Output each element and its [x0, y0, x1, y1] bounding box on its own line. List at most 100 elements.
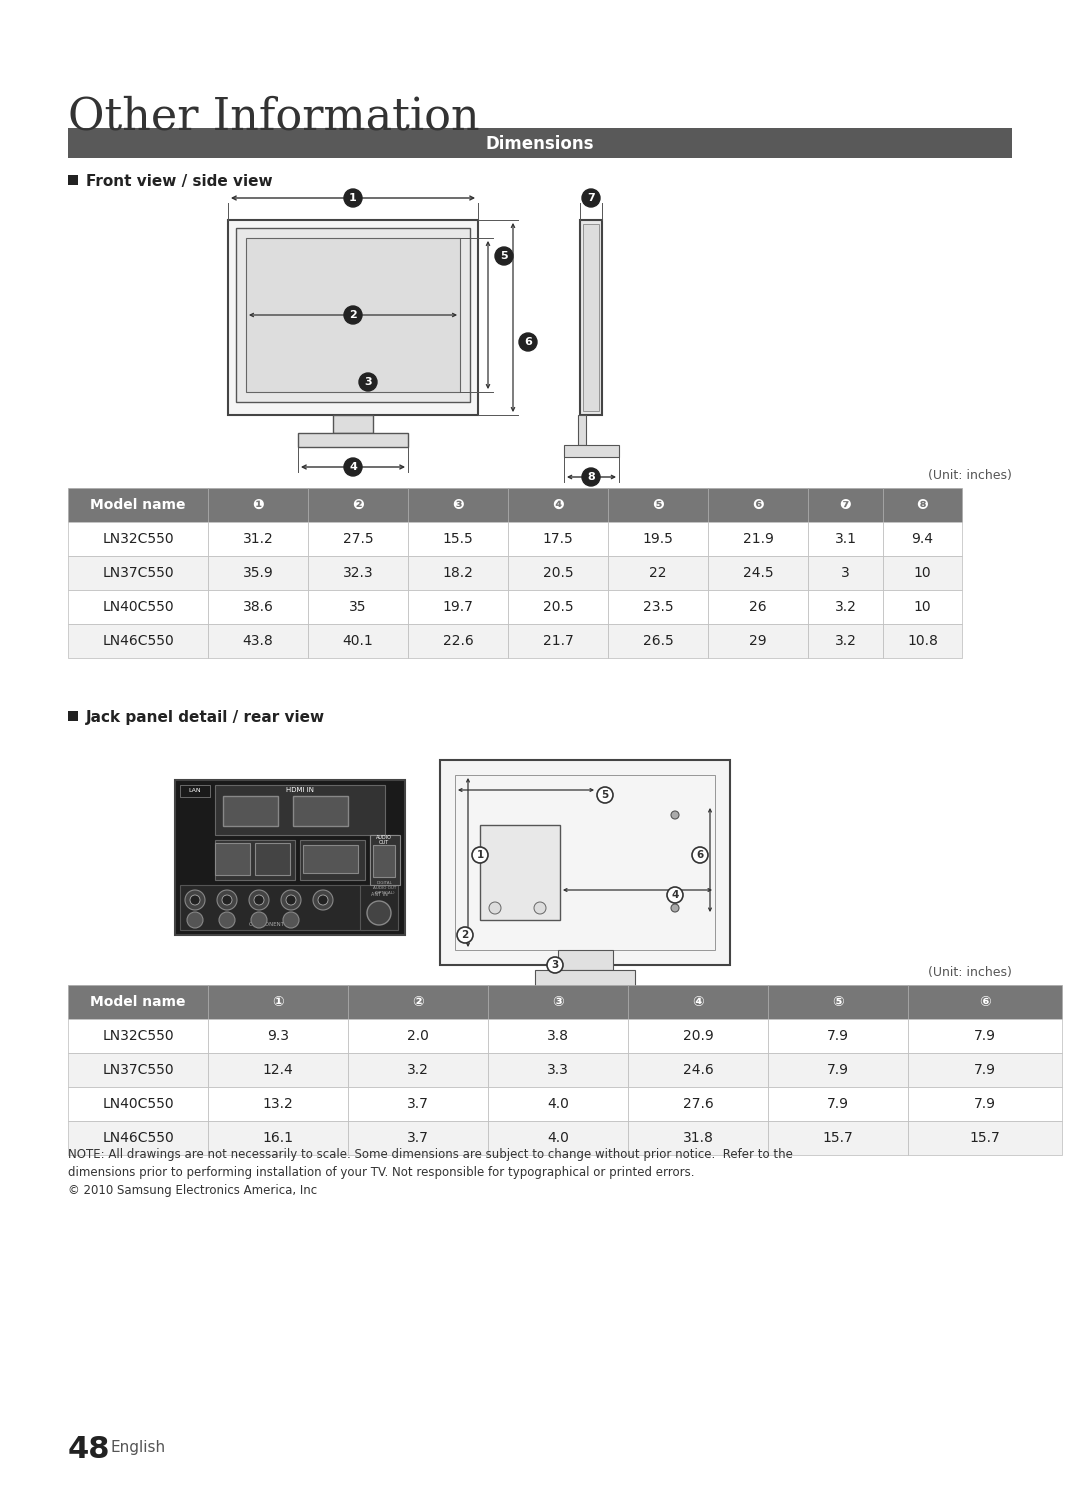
- Bar: [768, 985, 908, 1019]
- Text: 15.7: 15.7: [823, 1131, 853, 1144]
- Text: 3.2: 3.2: [835, 601, 856, 614]
- Text: NOTE: All drawings are not necessarily to scale. Some dimensions are subject to : NOTE: All drawings are not necessarily t…: [68, 1147, 793, 1161]
- Text: ④: ④: [692, 995, 704, 1008]
- Bar: [583, 224, 599, 411]
- Bar: [208, 1053, 348, 1088]
- Bar: [215, 840, 295, 880]
- Text: Model name: Model name: [91, 498, 186, 512]
- Text: 13.2: 13.2: [262, 1097, 294, 1112]
- Text: 7.9: 7.9: [827, 1097, 849, 1112]
- Text: 4.0: 4.0: [548, 1131, 569, 1144]
- Bar: [768, 1019, 908, 1053]
- Bar: [508, 590, 608, 624]
- Bar: [208, 556, 308, 590]
- Text: 3: 3: [552, 961, 558, 970]
- Text: ❹: ❹: [552, 498, 564, 512]
- Bar: [908, 1120, 1062, 1155]
- Text: 3: 3: [364, 376, 372, 387]
- Circle shape: [489, 902, 501, 914]
- Text: DIGITAL
AUDIO OUT
(OPTICAL): DIGITAL AUDIO OUT (OPTICAL): [374, 881, 396, 895]
- Bar: [808, 521, 883, 556]
- Bar: [68, 556, 208, 590]
- Bar: [508, 521, 608, 556]
- Bar: [883, 556, 962, 590]
- Text: Front view / side view: Front view / side view: [86, 173, 272, 190]
- Bar: [360, 884, 399, 929]
- Bar: [68, 175, 78, 185]
- Bar: [298, 433, 408, 447]
- Circle shape: [692, 847, 708, 864]
- Bar: [908, 1019, 1062, 1053]
- Bar: [255, 843, 291, 875]
- Circle shape: [667, 887, 683, 902]
- Circle shape: [582, 468, 600, 486]
- Bar: [708, 556, 808, 590]
- Text: 12.4: 12.4: [262, 1064, 294, 1077]
- Circle shape: [671, 904, 679, 911]
- Text: 29: 29: [750, 633, 767, 648]
- Bar: [808, 489, 883, 521]
- Text: AUDIO
OUT: AUDIO OUT: [376, 835, 392, 846]
- Bar: [883, 489, 962, 521]
- Circle shape: [457, 926, 473, 943]
- Text: 19.7: 19.7: [443, 601, 473, 614]
- Text: Jack panel detail / rear view: Jack panel detail / rear view: [86, 710, 325, 725]
- Text: 10: 10: [914, 601, 931, 614]
- Text: ⑥: ⑥: [980, 995, 990, 1008]
- Text: dimensions prior to performing installation of your TV. Not responsible for typo: dimensions prior to performing installat…: [68, 1165, 694, 1179]
- Text: LAN: LAN: [189, 789, 201, 793]
- Text: 26.5: 26.5: [643, 633, 673, 648]
- Bar: [293, 796, 348, 826]
- Bar: [308, 556, 408, 590]
- Bar: [208, 985, 348, 1019]
- Text: 27.5: 27.5: [342, 532, 374, 545]
- Bar: [608, 624, 708, 657]
- Bar: [908, 1088, 1062, 1120]
- Bar: [180, 784, 210, 796]
- Bar: [208, 1088, 348, 1120]
- Circle shape: [495, 247, 513, 264]
- Text: 7.9: 7.9: [827, 1064, 849, 1077]
- Bar: [68, 1088, 208, 1120]
- Text: 31.2: 31.2: [243, 532, 273, 545]
- Bar: [246, 238, 460, 391]
- Text: 48: 48: [68, 1436, 110, 1464]
- Text: 20.5: 20.5: [542, 566, 573, 580]
- Circle shape: [546, 958, 563, 973]
- Circle shape: [671, 811, 679, 819]
- Circle shape: [345, 190, 362, 208]
- Bar: [308, 590, 408, 624]
- Bar: [215, 784, 384, 835]
- Text: LN46C550: LN46C550: [103, 633, 174, 648]
- Text: ①: ①: [272, 995, 284, 1008]
- Text: Dimensions: Dimensions: [486, 134, 594, 152]
- Text: Other Information: Other Information: [68, 96, 480, 137]
- Bar: [627, 1120, 768, 1155]
- Text: Model name: Model name: [91, 995, 186, 1008]
- Text: 20.5: 20.5: [542, 601, 573, 614]
- Bar: [180, 884, 365, 929]
- Text: 6: 6: [524, 338, 532, 347]
- Circle shape: [187, 911, 203, 928]
- Bar: [608, 556, 708, 590]
- Bar: [608, 590, 708, 624]
- Text: 8: 8: [588, 472, 595, 483]
- Text: ③: ③: [552, 995, 564, 1008]
- Bar: [373, 846, 395, 877]
- Bar: [488, 1120, 627, 1155]
- Text: 7.9: 7.9: [974, 1029, 996, 1043]
- Text: 24.6: 24.6: [683, 1064, 714, 1077]
- Bar: [68, 128, 1012, 158]
- Text: 2: 2: [461, 929, 469, 940]
- Bar: [237, 229, 470, 402]
- Bar: [348, 985, 488, 1019]
- Circle shape: [281, 890, 301, 910]
- Circle shape: [251, 911, 267, 928]
- Text: ❺: ❺: [652, 498, 664, 512]
- Text: ⑤: ⑤: [832, 995, 843, 1008]
- Text: 7.9: 7.9: [974, 1064, 996, 1077]
- Text: 5: 5: [602, 790, 609, 799]
- Text: (Unit: inches): (Unit: inches): [928, 469, 1012, 483]
- Text: 35.9: 35.9: [243, 566, 273, 580]
- Bar: [348, 1088, 488, 1120]
